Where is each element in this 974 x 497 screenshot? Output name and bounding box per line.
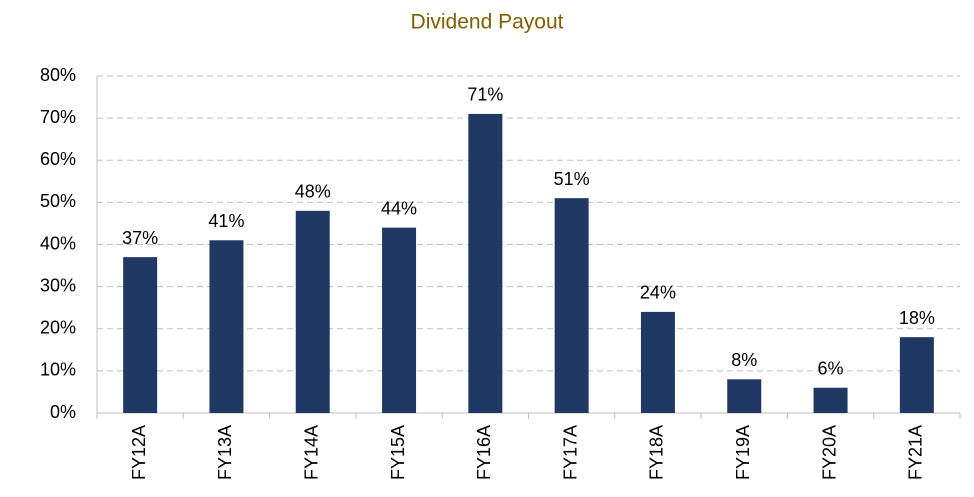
y-tick-label: 20% — [40, 318, 76, 338]
y-tick-label: 70% — [40, 107, 76, 127]
x-tick-label: FY18A — [647, 425, 667, 480]
x-tick-label: FY15A — [388, 425, 408, 480]
bar — [554, 198, 589, 413]
data-label: 18% — [899, 308, 935, 328]
y-tick-label: 50% — [40, 191, 76, 211]
bar — [382, 227, 417, 413]
y-tick-label: 40% — [40, 233, 76, 253]
y-tick-label: 0% — [50, 402, 76, 422]
x-tick-label: FY17A — [560, 425, 580, 480]
data-label: 48% — [295, 182, 331, 202]
bar — [727, 379, 762, 413]
data-label: 44% — [381, 198, 417, 218]
data-label: 8% — [731, 350, 757, 370]
y-tick-label: 10% — [40, 360, 76, 380]
x-tick-label: FY16A — [474, 425, 494, 480]
data-label: 37% — [122, 228, 158, 248]
bar — [295, 210, 330, 413]
bar — [209, 240, 244, 413]
x-tick-label: FY20A — [819, 425, 839, 480]
data-label: 24% — [640, 283, 676, 303]
bar — [123, 257, 158, 413]
bar — [640, 311, 675, 413]
x-tick-label: FY14A — [302, 425, 322, 480]
x-tick-label: FY19A — [733, 425, 753, 480]
x-tick-label: FY21A — [906, 425, 926, 480]
y-tick-label: 80% — [40, 65, 76, 85]
bar — [468, 113, 503, 413]
x-tick-label: FY12A — [129, 425, 149, 480]
data-label: 41% — [208, 211, 244, 231]
y-tick-label: 30% — [40, 275, 76, 295]
bar — [813, 387, 848, 413]
chart-title: Dividend Payout — [411, 11, 564, 34]
data-label: 51% — [554, 169, 590, 189]
bar — [899, 337, 934, 413]
y-tick-label: 60% — [40, 149, 76, 169]
data-label: 6% — [818, 358, 844, 378]
x-tick-label: FY13A — [215, 425, 235, 480]
data-label: 71% — [467, 85, 503, 105]
